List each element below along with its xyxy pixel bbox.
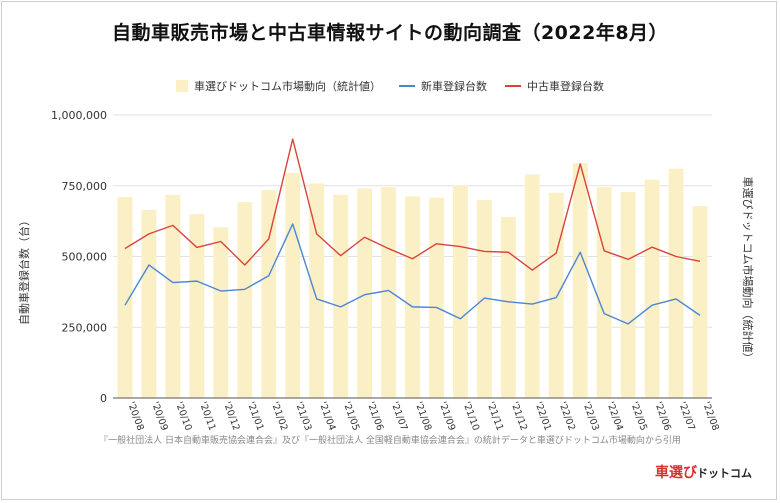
legend-swatch-market: [176, 80, 188, 92]
x-tick-label: '21/03: [293, 400, 314, 432]
x-tick-label: '21/01: [245, 400, 266, 432]
x-tick-label: '20/12: [221, 400, 242, 432]
bar-market-11: [381, 187, 396, 398]
x-tick-label: '22/07: [676, 400, 697, 432]
x-tick-label: '20/10: [173, 400, 194, 432]
x-tick-label: '21/04: [317, 400, 338, 432]
x-tick-label: '20/09: [149, 400, 170, 432]
x-tick-label: '20/11: [197, 400, 218, 432]
bar-market-20: [596, 187, 612, 398]
x-tick-label: '22/05: [628, 400, 649, 432]
bar-market-24: [692, 206, 708, 398]
x-tick-label: '22/01: [532, 400, 553, 432]
bar-market-1: [141, 209, 157, 398]
x-tick-label: '21/11: [485, 400, 506, 432]
bar-market-3: [189, 214, 205, 398]
legend-label-used-car: 中古車登録台数: [527, 80, 604, 93]
bar-market-23: [668, 168, 684, 398]
bar-market-22: [644, 179, 660, 398]
bar-market-2: [165, 194, 181, 398]
y-tick-label: 1,000,000: [51, 109, 107, 122]
legend-item-used-car: 中古車登録台数: [505, 78, 604, 94]
bar-market-17: [524, 174, 540, 398]
x-tick-label: '22/02: [556, 400, 577, 432]
legend-label-new-car: 新車登録台数: [421, 80, 487, 93]
x-tick-label: '21/07: [389, 400, 410, 432]
x-tick-label: '22/03: [580, 400, 601, 432]
bar-market-7: [285, 173, 301, 398]
x-tick-label: '21/12: [509, 400, 530, 432]
bar-market-9: [333, 194, 349, 398]
logo-text-sub: ドットコム: [697, 467, 752, 480]
bar-market-18: [548, 192, 564, 398]
legend-label-market: 車選びドットコム市場動向（統計値）: [194, 80, 381, 93]
legend: 車選びドットコム市場動向（統計値） 新車登録台数 中古車登録台数: [0, 78, 780, 94]
series-line-used-car: [124, 138, 701, 271]
x-tick-label: '21/09: [437, 400, 458, 432]
x-tick-label: '20/08: [125, 400, 146, 432]
bar-market-14: [452, 185, 468, 398]
bar-market-0: [117, 197, 133, 398]
series-line-new-car: [124, 223, 701, 325]
legend-swatch-used-car: [505, 85, 521, 87]
bar-market-5: [237, 202, 253, 398]
x-tick-label: '21/08: [413, 400, 434, 432]
bar-market-4: [213, 227, 229, 398]
legend-item-market: 車選びドットコム市場動向（統計値）: [176, 78, 381, 94]
bar-market-12: [405, 196, 420, 398]
bar-market-16: [500, 216, 516, 398]
source-note: 『一般社団法人 日本自動車販売協会連合会』及び『一般社団法人 全国軽自動車協会連…: [99, 436, 681, 446]
x-tick-label: '22/06: [652, 400, 673, 432]
bar-market-19: [572, 163, 588, 398]
x-tick-label: '22/08: [700, 400, 721, 432]
y-tick-label: 0: [100, 392, 107, 405]
legend-item-new-car: 新車登録台数: [399, 78, 487, 94]
bar-market-21: [620, 191, 636, 398]
legend-swatch-new-car: [399, 85, 415, 87]
chart-title: 自動車販売市場と中古車情報サイトの動向調査（2022年8月）: [111, 22, 669, 44]
logo-text-main: 車選び: [655, 465, 697, 481]
x-tick-label: '21/02: [269, 400, 290, 432]
brand-logo: 車選び ドットコム: [655, 462, 752, 482]
bar-market-6: [261, 189, 277, 398]
x-tick-label: '21/05: [341, 400, 362, 432]
y-tick-label: 500,000: [62, 251, 108, 264]
bar-market-13: [429, 197, 444, 398]
x-tick-label: '21/06: [365, 400, 386, 432]
y-tick-label: 250,000: [62, 321, 108, 334]
x-tick-label: '22/04: [604, 400, 625, 432]
x-tick-label: '21/10: [461, 400, 482, 432]
y-tick-label: 750,000: [62, 180, 108, 193]
